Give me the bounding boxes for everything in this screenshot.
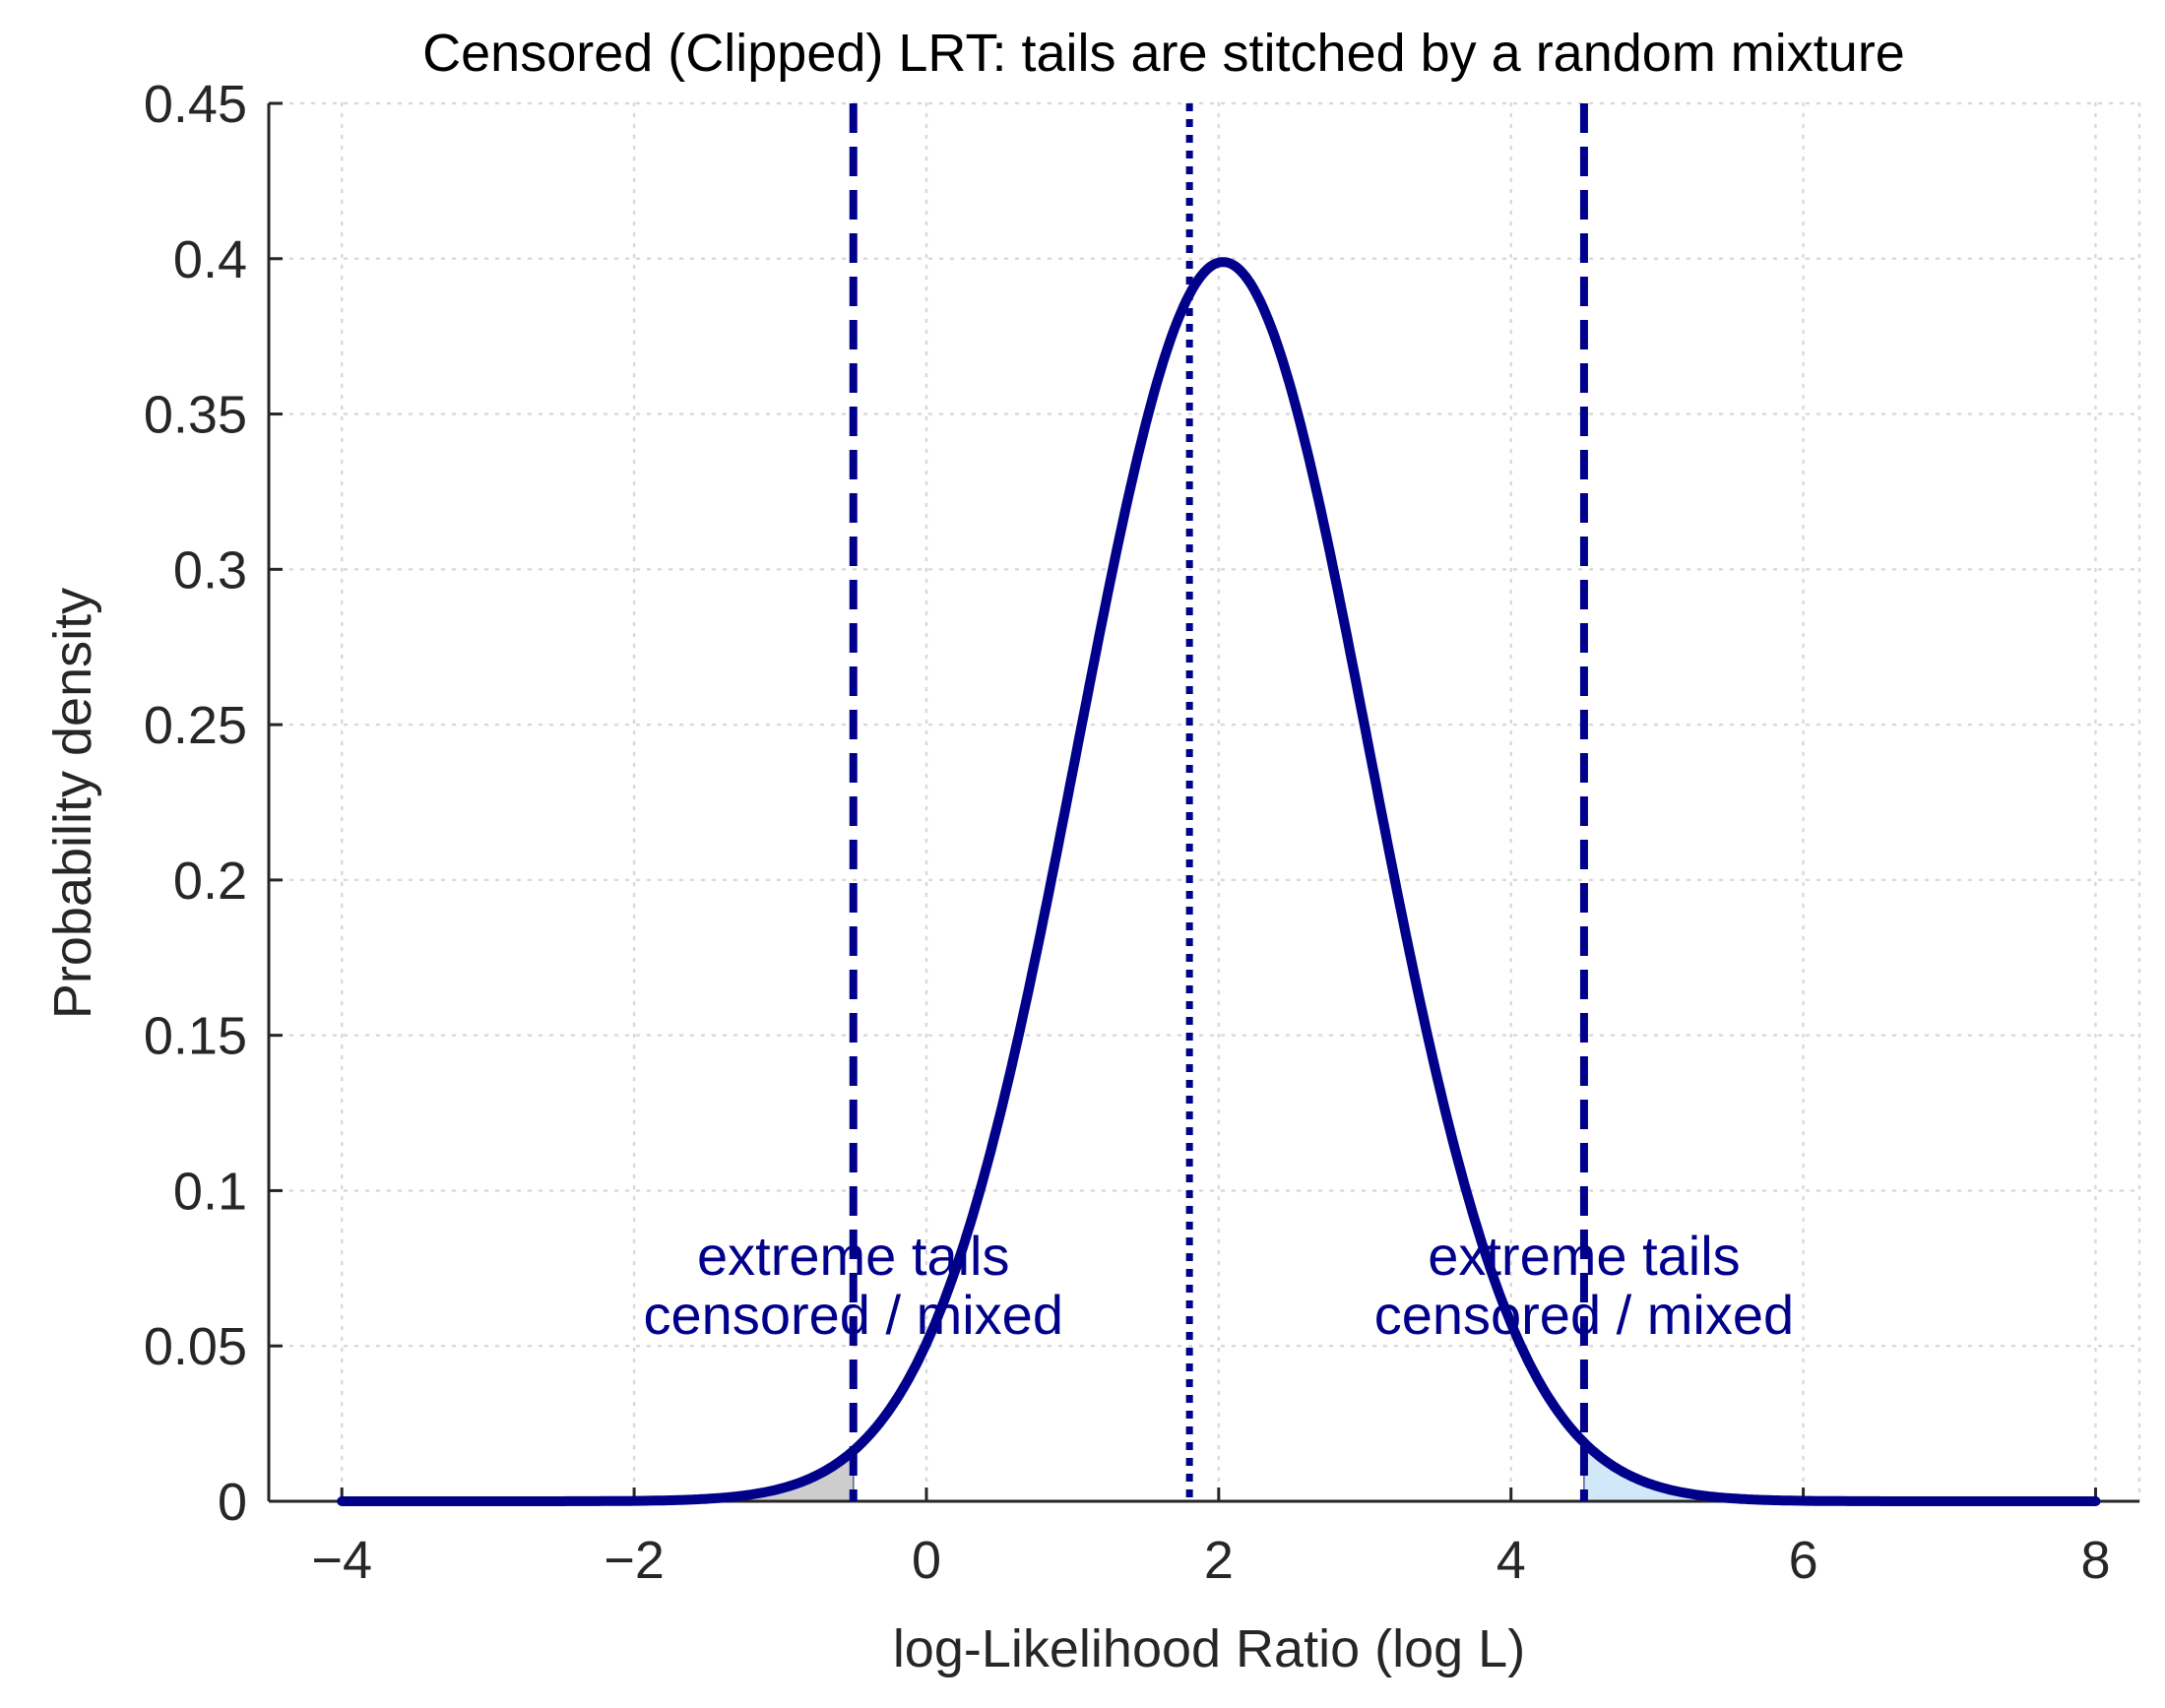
annotation-line: extreme tails bbox=[697, 1225, 1009, 1287]
x-tick-label: 6 bbox=[1789, 1531, 1818, 1590]
tick-labels: −4 −2 0 2 4 6 8 0 0.05 0.1 0.15 0.2 0.25 0.3 0.35 0.4 0.… bbox=[144, 75, 2111, 1590]
annotation-line: extreme tails bbox=[1428, 1225, 1740, 1287]
y-tick-label: 0.05 bbox=[144, 1317, 247, 1376]
y-tick-label: 0.15 bbox=[144, 1007, 247, 1066]
annotation-line: censored / mixed bbox=[1374, 1284, 1794, 1346]
chart-title: Censored (Clipped) LRT: tails are stitch… bbox=[422, 24, 1905, 83]
x-tick-label: −4 bbox=[311, 1531, 372, 1590]
y-tick-label: 0.25 bbox=[144, 696, 247, 755]
x-tick-label: 0 bbox=[912, 1531, 941, 1590]
annotation-right: extreme tails censored / mixed bbox=[1374, 1225, 1794, 1346]
y-tick-label: 0.3 bbox=[173, 540, 247, 600]
x-tick-label: 8 bbox=[2080, 1531, 2110, 1590]
tail-fill-right-tail bbox=[1583, 1440, 2096, 1502]
y-tick-label: 0.4 bbox=[173, 230, 247, 289]
density-curve bbox=[337, 257, 2101, 1506]
grid bbox=[267, 101, 2141, 1503]
y-tick-label: 0.45 bbox=[144, 75, 247, 134]
y-tick-label: 0 bbox=[218, 1473, 247, 1532]
y-tick-label: 0.35 bbox=[144, 386, 247, 445]
annotation-left: extreme tails censored / mixed bbox=[644, 1225, 1063, 1346]
vertical-lines bbox=[849, 103, 1588, 1501]
y-axis-title: Probability density bbox=[43, 588, 102, 1019]
x-tick-label: 2 bbox=[1204, 1531, 1234, 1590]
y-tick-label: 0.2 bbox=[173, 852, 247, 911]
axes bbox=[267, 101, 2139, 1503]
x-tick-label: 4 bbox=[1496, 1531, 1526, 1590]
annotation-line: censored / mixed bbox=[644, 1284, 1063, 1346]
x-tick-label: −2 bbox=[604, 1531, 665, 1590]
x-axis-title: log-Likelihood Ratio (log L) bbox=[893, 1619, 1525, 1678]
y-tick-label: 0.1 bbox=[173, 1162, 247, 1221]
density-curves bbox=[337, 257, 2101, 1506]
